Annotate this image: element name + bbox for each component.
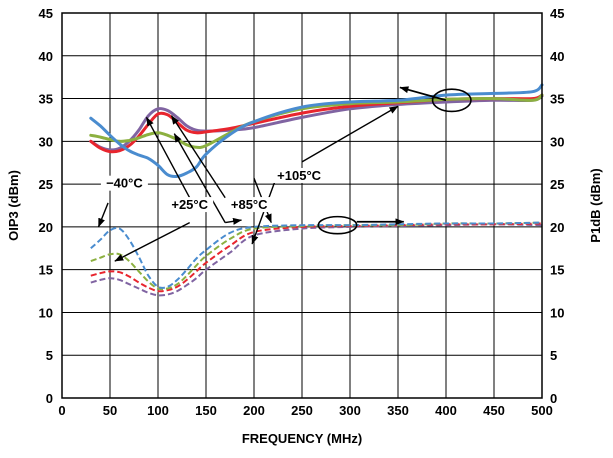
temperature-annotation: +105°C [277,168,321,183]
callout-ellipse [431,88,472,113]
pointer-arrow [97,202,109,228]
y-tick-label: 30 [39,134,53,149]
temperature-annotation: −40°C [106,176,143,191]
y2-tick-label: 20 [550,220,564,235]
grid-lines [62,13,542,398]
x-tick-label: 350 [387,403,409,418]
y-tick-label: 0 [46,391,53,406]
y2-tick-label: 40 [550,49,564,64]
y2-tick-label: 0 [550,391,557,406]
y-tick-label: 45 [39,6,53,21]
pointer-arrow [173,133,226,223]
y-tick-label: 40 [39,49,53,64]
oip3-series-line [89,94,544,152]
x-tick-label: 150 [195,403,217,418]
series-layer [89,83,544,297]
y-tick-label: 5 [46,348,53,363]
pointer-arrow [301,105,399,163]
x-tick-label: 100 [147,403,169,418]
y2-tick-label: 15 [550,263,564,278]
pointer-arrow [114,221,191,262]
oip3-series-line [89,83,544,179]
temperature-annotation: +85°C [231,197,268,212]
pointer-arrow [225,217,243,225]
p1db-series-line [90,221,543,289]
annotation-background [100,175,148,191]
y-tick-label: 35 [39,92,53,107]
plot-frame [61,12,543,399]
annotation-background [166,197,214,213]
x-tick-label: 50 [103,403,117,418]
x-tick-label: 400 [435,403,457,418]
y2-tick-label: 45 [550,6,564,21]
pointer-arrow [145,116,191,199]
annotation-background [225,197,273,213]
y-axis-title: OIP3 (dBm) [6,170,21,241]
x-tick-label: 500 [531,403,553,418]
x-tick-label: 450 [483,403,505,418]
x-tick-label: 0 [58,403,65,418]
y-tick-label: 10 [39,305,53,320]
x-axis-title: FREQUENCY (MHz) [242,431,362,446]
x-tick-label: 250 [291,403,313,418]
y2-tick-label: 10 [550,305,564,320]
annotation-layer: −40°C +25°C +85°C +105°C [97,86,472,262]
callout-ellipse [317,215,358,235]
temperature-annotation: +25°C [171,197,208,212]
y2-tick-label: 25 [550,177,564,192]
callout-axis-arrow [399,86,447,102]
x-tick-label: 300 [339,403,361,418]
annotation-background [271,167,327,183]
pointer-arrow [170,115,226,199]
y-tick-label: 25 [39,177,53,192]
y2-tick-label: 30 [550,134,564,149]
y-tick-label: 15 [39,263,53,278]
y2-tick-label: 35 [550,92,564,107]
x-tick-label: 200 [243,403,265,418]
y-tick-label: 20 [39,220,53,235]
y2-tick-label: 5 [550,348,557,363]
y2-axis-title: P1dB (dBm) [588,168,603,242]
